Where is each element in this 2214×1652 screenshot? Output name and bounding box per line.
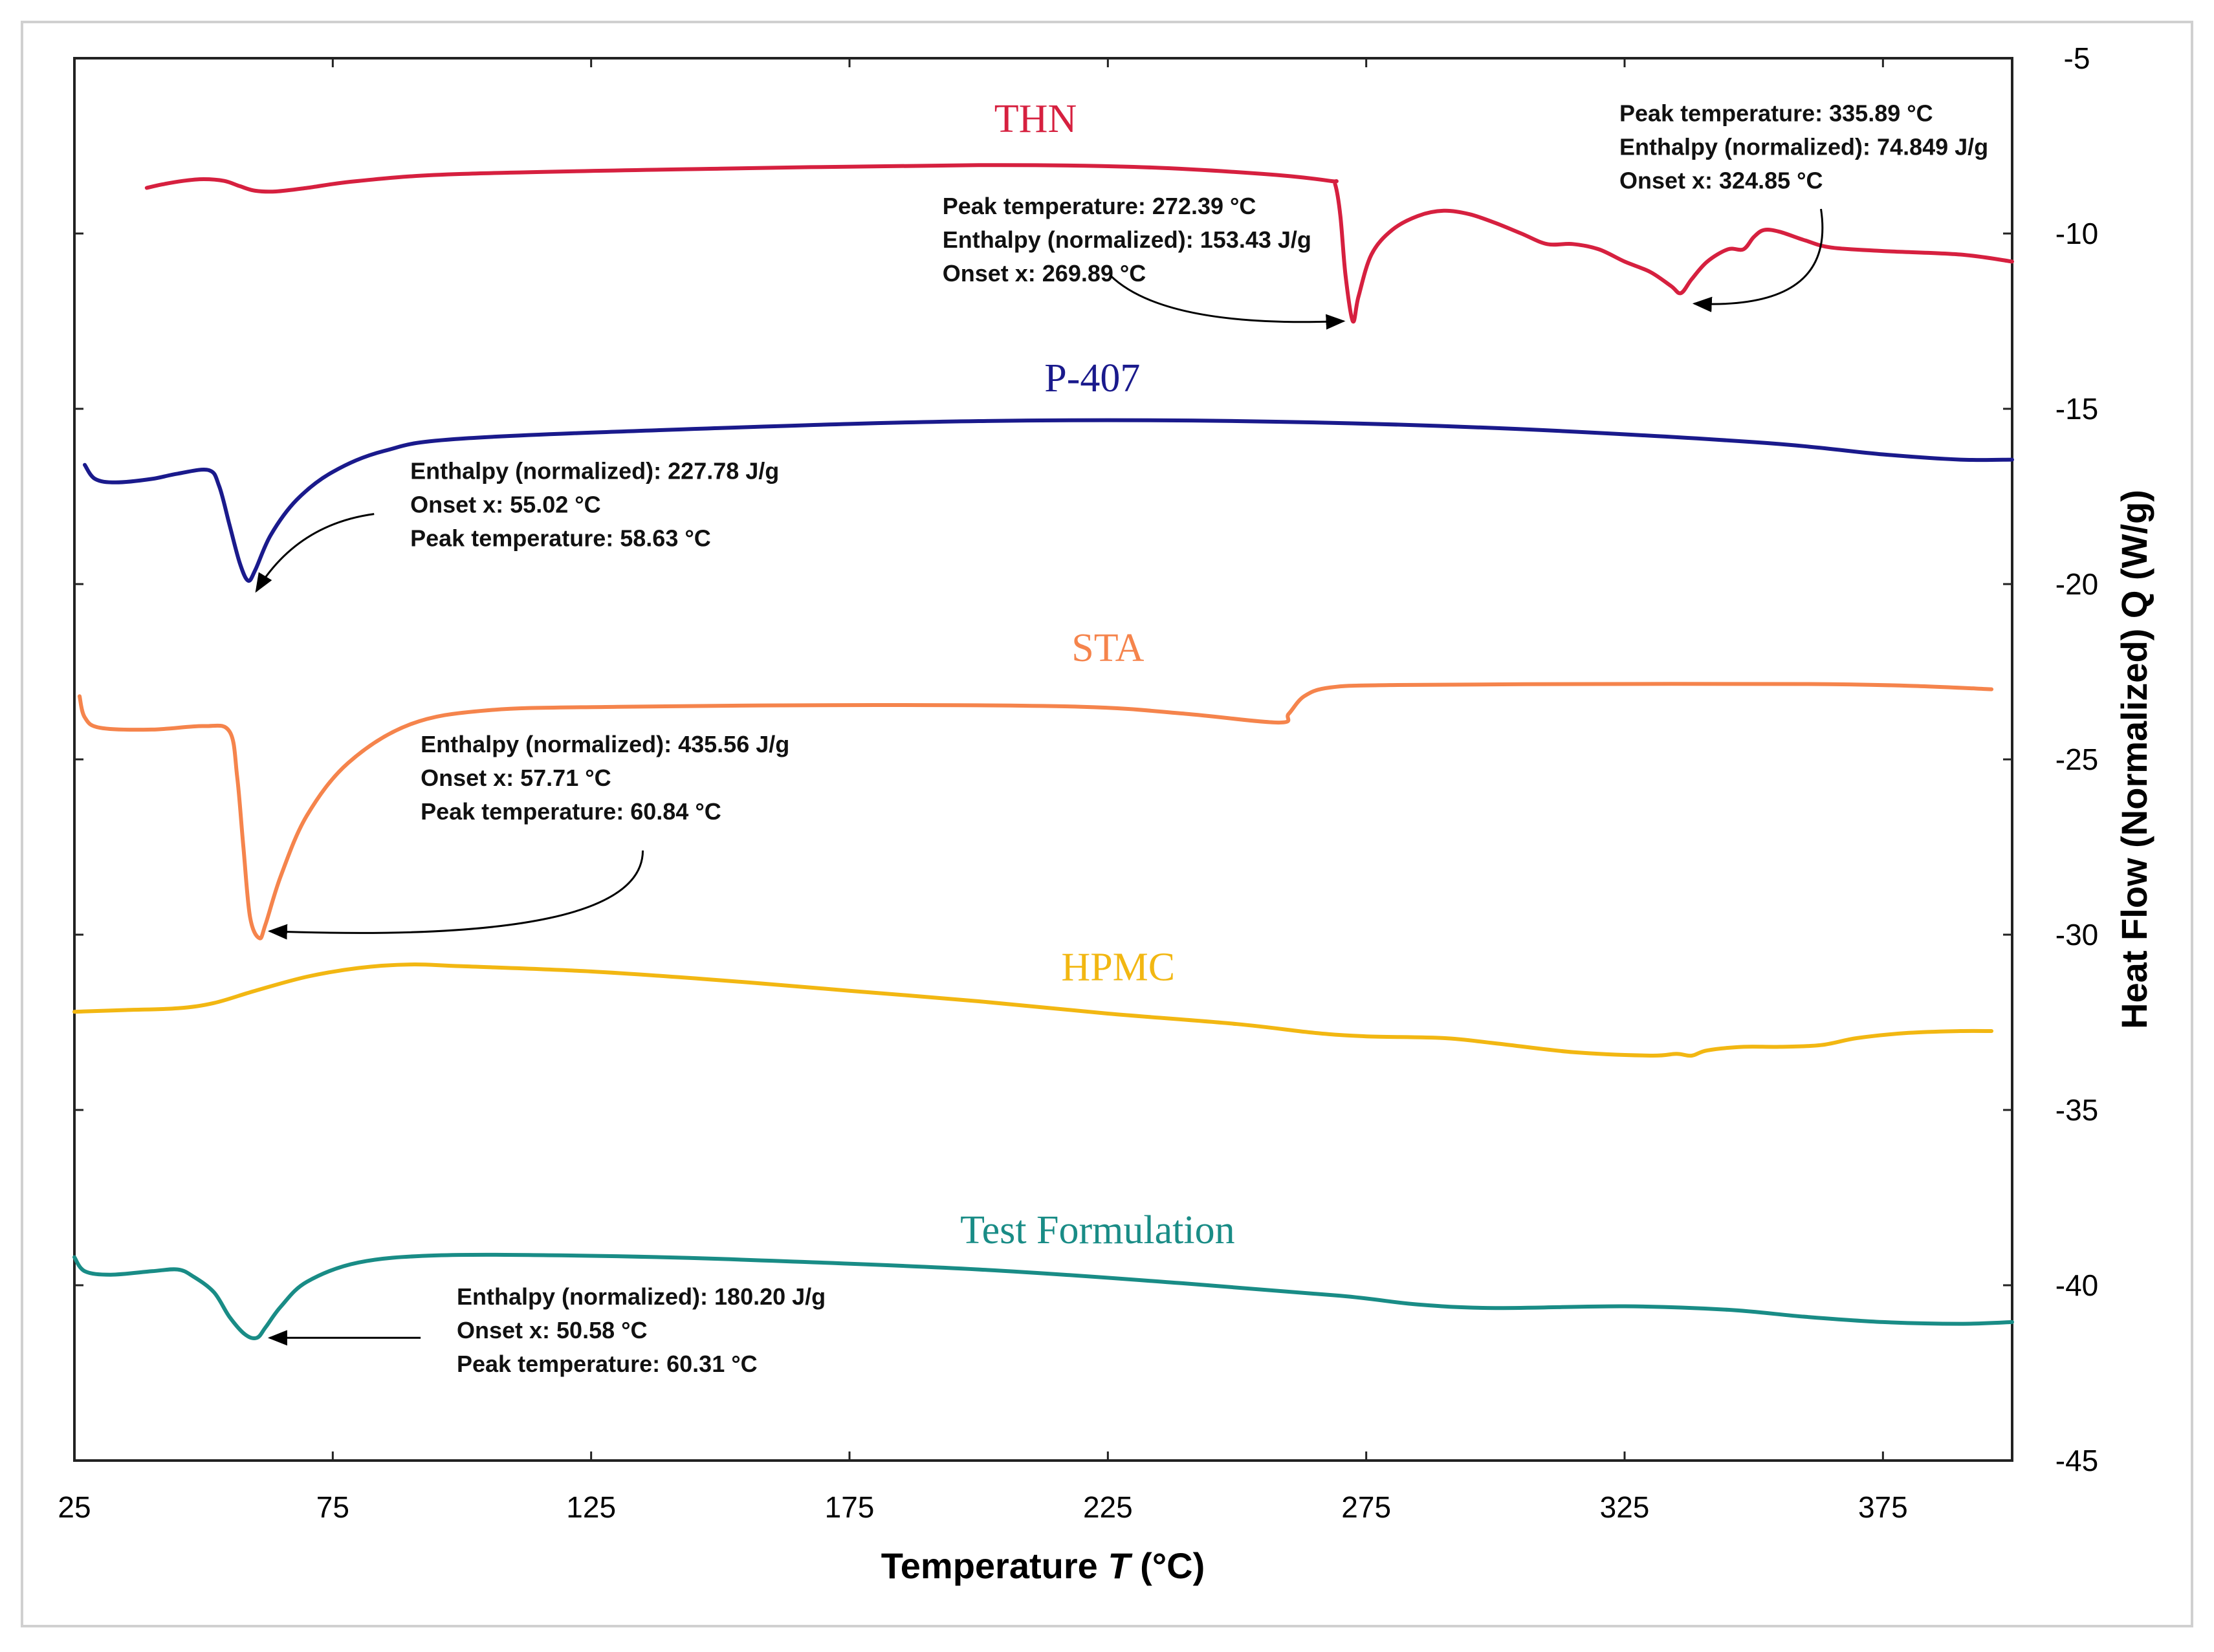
x-tick-label: 25 [58, 1490, 91, 1524]
x-tick-label: 275 [1341, 1490, 1391, 1524]
y-tick-label: -10 [2055, 217, 2098, 250]
series-layer [72, 163, 2014, 1340]
x-tick-label: 375 [1858, 1490, 1908, 1524]
series-line-test-formulation [72, 1252, 2014, 1340]
y-tick-label: -25 [2055, 743, 2098, 776]
y-axis-ticks: -5 -10 -15 -20 -25 -30 -35 -40 -45 [74, 41, 2098, 1477]
y-tick-label: -40 [2055, 1268, 2098, 1302]
annotation-text-1: Peak temperature: 272.39 °C Enthalpy (nor… [943, 193, 1311, 287]
series-labels: THN P-407 STA HPMC Test Formulation [960, 97, 1234, 1252]
annotation-arrow-4 [267, 850, 644, 940]
y-tick-label: -30 [2055, 918, 2098, 951]
annotation-text-4: Enthalpy (normalized): 435.56 J/g Onset x… [421, 731, 789, 825]
x-axis-title: Temperature T (°C) [881, 1545, 1205, 1586]
series-line-hpmc [72, 962, 1994, 1058]
series-line-sta [78, 682, 1994, 940]
x-tick-label: 125 [566, 1490, 616, 1524]
series-line-p-407 [83, 418, 2014, 583]
annotation-text-2: Peak temperature: 335.89 °C Enthalpy (nor… [1619, 100, 1988, 194]
y-tick-label: -35 [2055, 1093, 2098, 1127]
y-tick-label: -20 [2055, 567, 2098, 601]
annotation-text-3: Enthalpy (normalized): 227.78 J/g Onset x… [410, 457, 779, 551]
annotation-arrow-3 [255, 513, 375, 593]
x-tick-label: 175 [825, 1490, 875, 1524]
series-label-p-407: P-407 [1044, 356, 1140, 400]
annotation-arrow-1 [1110, 274, 1346, 330]
y-axis-title: Heat Flow (Normalized) Q (W/g) [2114, 490, 2154, 1029]
y-tick-label: -45 [2055, 1444, 2098, 1477]
plot-area [73, 57, 2013, 1462]
x-tick-label: 75 [316, 1490, 349, 1524]
annotations: Peak temperature: 272.39 °C Enthalpy (nor… [255, 100, 1988, 1377]
annotation-arrow-2 [1692, 208, 1824, 312]
y-tick-label: -5 [2064, 41, 2090, 75]
series-label-test-formulation: Test Formulation [960, 1208, 1234, 1252]
annotation-text-5: Enthalpy (normalized): 180.20 J/g Onset x… [457, 1283, 826, 1377]
x-tick-label: 225 [1083, 1490, 1133, 1524]
x-tick-label: 325 [1600, 1490, 1650, 1524]
series-label-hpmc: HPMC [1061, 945, 1175, 989]
series-label-sta: STA [1071, 626, 1144, 670]
series-label-thn: THN [994, 97, 1077, 141]
x-axis-ticks: 25 75 125 175 225 275 325 375 [58, 58, 1908, 1524]
series-line-thn [144, 163, 2014, 324]
y-tick-label: -15 [2055, 392, 2098, 426]
figure-border [21, 21, 2193, 1627]
